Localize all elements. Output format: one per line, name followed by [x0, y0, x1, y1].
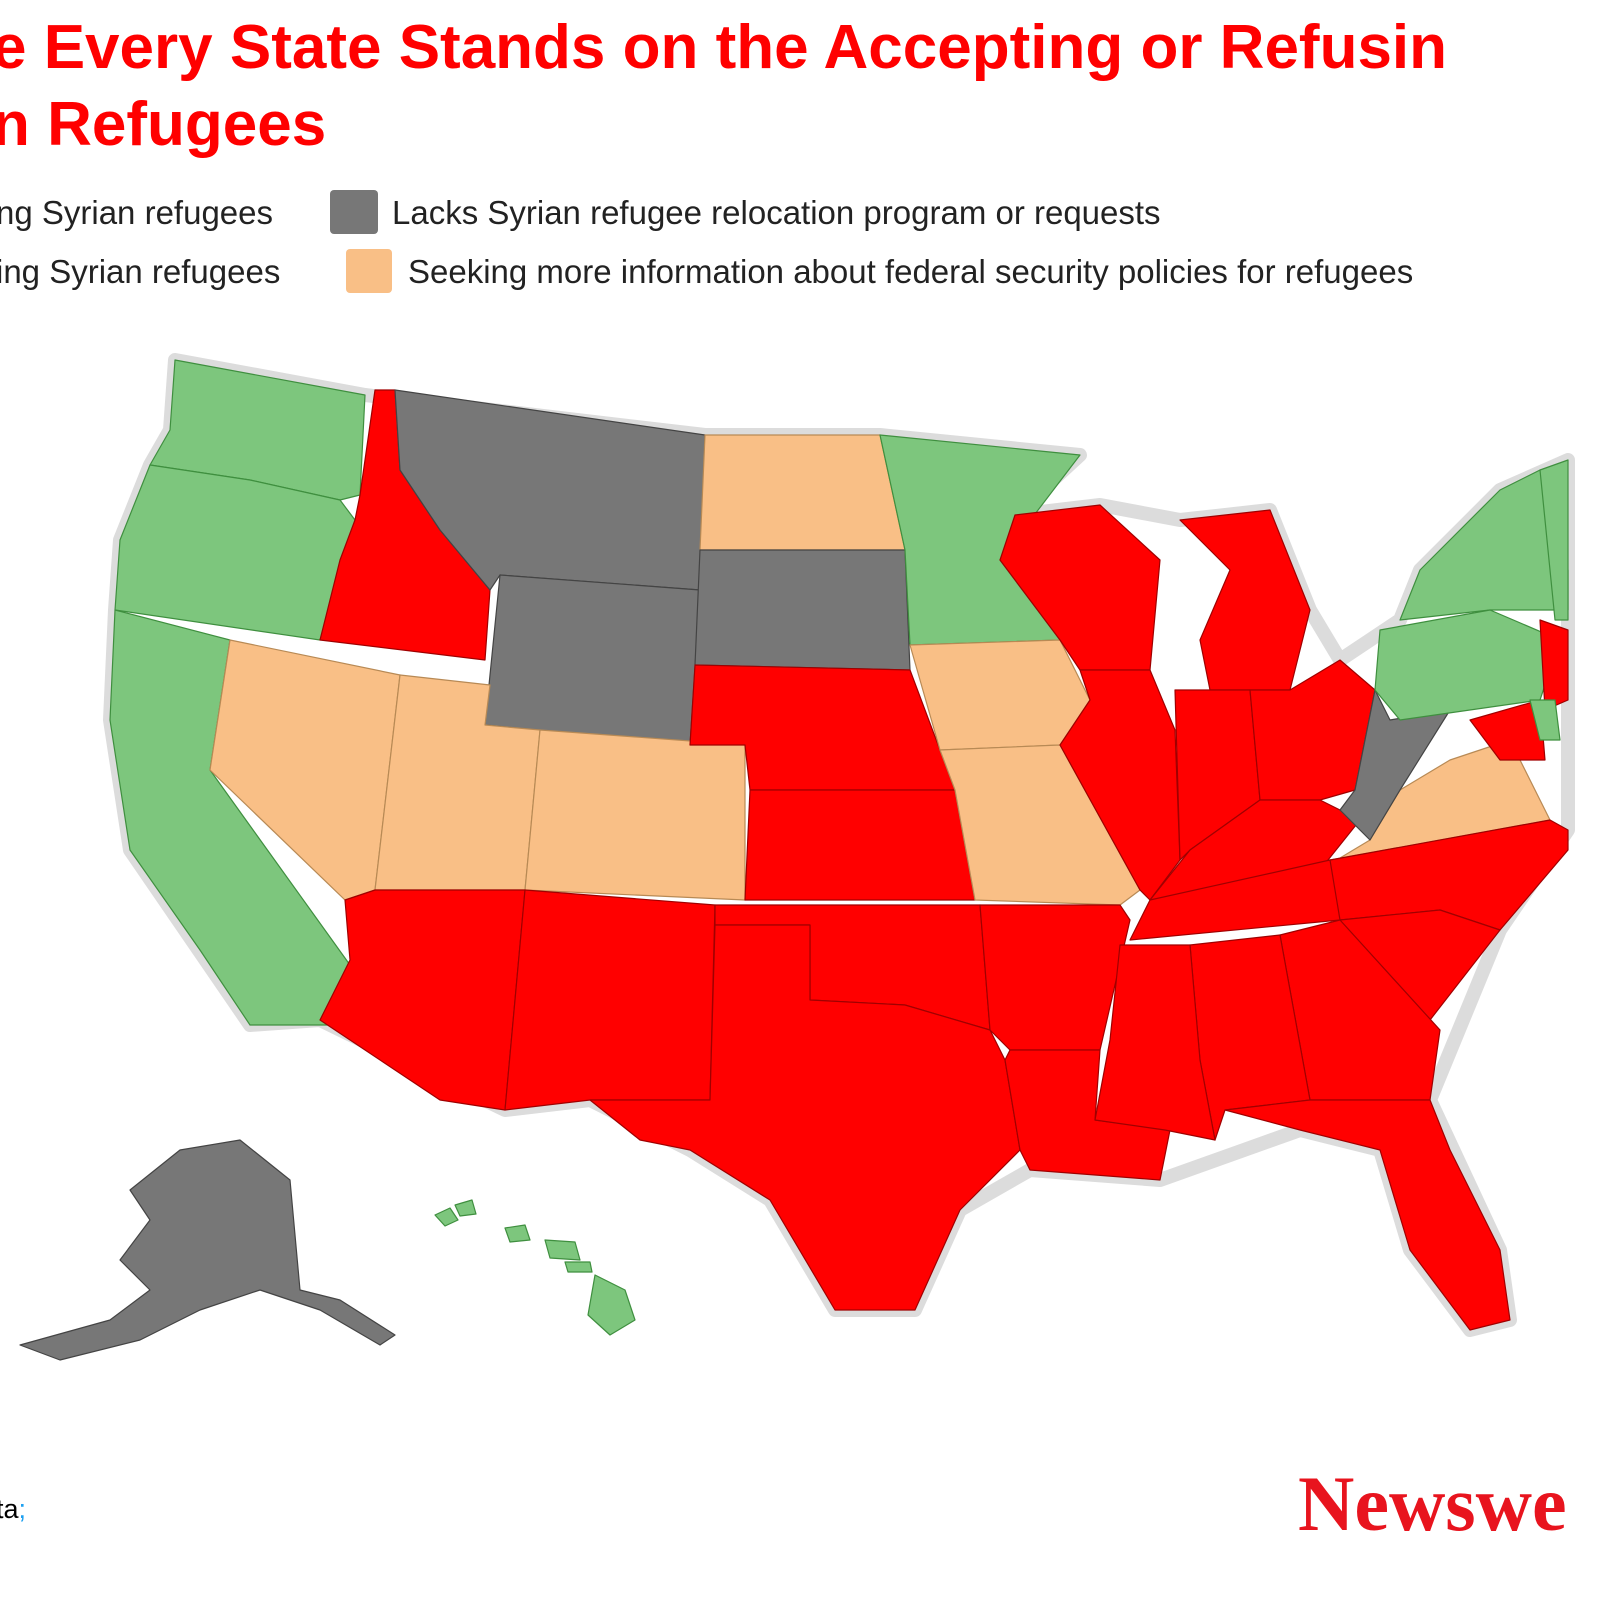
region-shape	[484, 574, 701, 746]
region-shape	[694, 549, 911, 671]
region-shape	[504, 1224, 531, 1243]
region-shape	[1224, 1099, 1511, 1331]
region-shape	[19, 1139, 396, 1361]
source-text: ta	[0, 1494, 20, 1524]
alaska	[19, 1139, 396, 1361]
legend-label: Lacks Syrian refugee relocation program …	[392, 194, 1161, 231]
region-shape	[524, 729, 746, 901]
region-shape	[1539, 459, 1569, 621]
region-shape	[589, 924, 1021, 1311]
region-shape	[1004, 1049, 1171, 1181]
region-shape	[909, 639, 1091, 751]
legend-swatch	[330, 190, 378, 234]
source-separator: ;	[19, 1494, 27, 1524]
region-shape	[1094, 944, 1216, 1141]
region-shape	[699, 434, 906, 551]
legend-label: ing Syrian refugees	[0, 253, 280, 290]
region-shape	[454, 1199, 477, 1217]
region-shape	[1339, 689, 1451, 841]
legend-swatch	[346, 249, 392, 293]
title: n Refugees	[0, 90, 326, 159]
legend-label: Seeking more information about federal s…	[408, 253, 1413, 290]
region-shape	[1179, 509, 1311, 691]
region-shape	[744, 789, 976, 901]
region-shape	[979, 904, 1131, 1051]
hawaii	[434, 1199, 636, 1336]
title: e Every State Stands on the Accepting or…	[0, 13, 1447, 82]
region-shape	[1539, 619, 1569, 711]
legend-label: ng Syrian refugees	[0, 194, 273, 231]
contiguous-states	[109, 359, 1569, 1331]
publisher-logo: Newswe	[1298, 1460, 1567, 1547]
region-shape	[544, 1239, 581, 1261]
region-shape	[564, 1261, 593, 1273]
region-shape	[1529, 699, 1561, 741]
region-shape	[319, 889, 526, 1111]
region-shape	[504, 889, 716, 1111]
region-shape	[587, 1274, 636, 1336]
source-note: ta;	[0, 1494, 26, 1524]
region-shape	[434, 1207, 459, 1227]
region-shape	[1469, 699, 1546, 761]
